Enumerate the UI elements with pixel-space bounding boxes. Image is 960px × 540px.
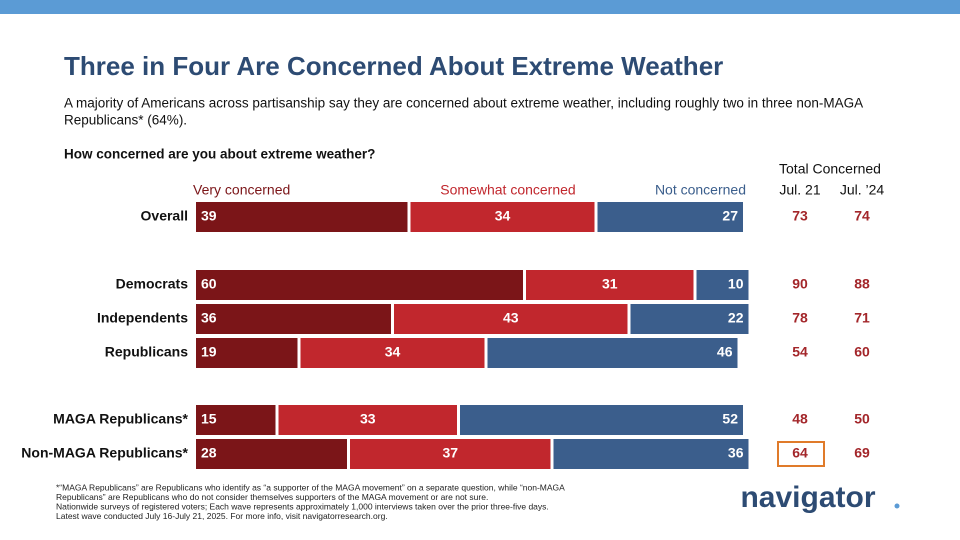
logo: navigator xyxy=(740,481,875,514)
bar-segment xyxy=(597,202,743,232)
category-label: Republicans xyxy=(105,344,188,360)
value-label: 34 xyxy=(495,208,511,224)
column-header: Jul. 21 xyxy=(779,182,820,198)
bar-segment xyxy=(630,304,749,334)
legend-label: Not concerned xyxy=(655,182,746,198)
bar-segment xyxy=(196,405,276,435)
bar-segment xyxy=(278,405,457,435)
bar-segment xyxy=(196,304,391,334)
value-label: 10 xyxy=(728,276,744,292)
bar-segment xyxy=(394,304,628,334)
value-label: 33 xyxy=(360,411,376,427)
logo-dot xyxy=(894,503,900,509)
value-label: 19 xyxy=(201,344,217,360)
total-value: 69 xyxy=(854,445,870,461)
bar-segment xyxy=(460,405,743,435)
total-value: 90 xyxy=(792,276,808,292)
value-label: 52 xyxy=(722,411,738,427)
value-label: 15 xyxy=(201,411,217,427)
value-label: 39 xyxy=(201,208,217,224)
total-value: 74 xyxy=(854,208,870,224)
legend-label: Somewhat concerned xyxy=(440,182,575,198)
total-value: 50 xyxy=(854,411,870,427)
value-label: 36 xyxy=(728,445,744,461)
total-value: 88 xyxy=(854,276,870,292)
value-label: 27 xyxy=(722,208,738,224)
value-label: 28 xyxy=(201,445,217,461)
legend-label: Very concerned xyxy=(193,182,290,198)
total-value: 71 xyxy=(854,310,870,326)
column-header: Jul. ’24 xyxy=(840,182,885,198)
chart-title: Three in Four Are Concerned About Extrem… xyxy=(64,51,723,81)
top-band xyxy=(0,0,960,14)
bar-segment xyxy=(350,439,551,469)
bar-segment xyxy=(487,338,738,368)
footnote: *“MAGA Republicans” are Republicans who … xyxy=(56,482,565,492)
category-label: Non-MAGA Republicans* xyxy=(21,445,188,461)
value-label: 34 xyxy=(385,344,401,360)
value-label: 60 xyxy=(201,276,217,292)
total-value: 73 xyxy=(792,208,808,224)
value-label: 22 xyxy=(728,310,744,326)
bar-segment xyxy=(696,270,749,300)
total-value: 60 xyxy=(854,344,870,360)
value-label: 36 xyxy=(201,310,217,326)
subtitle: Republicans* (64%). xyxy=(64,113,187,128)
bar-segment xyxy=(196,202,408,232)
footnote: Nationwide surveys of registered voters;… xyxy=(56,501,549,511)
bar-segment xyxy=(410,202,595,232)
category-label: Independents xyxy=(97,310,188,326)
footnote: Latest wave conducted July 16-July 21, 2… xyxy=(56,511,388,521)
value-label: 46 xyxy=(717,344,733,360)
category-label: Democrats xyxy=(116,276,189,292)
total-value: 48 xyxy=(792,411,808,427)
subtitle: A majority of Americans across partisans… xyxy=(64,96,863,111)
total-value: 78 xyxy=(792,310,808,326)
question: How concerned are you about extreme weat… xyxy=(64,147,375,162)
total-header: Total Concerned xyxy=(779,161,881,177)
category-label: Overall xyxy=(141,208,188,224)
bar-segment xyxy=(196,270,523,300)
category-label: MAGA Republicans* xyxy=(53,411,188,427)
value-label: 31 xyxy=(602,276,618,292)
bar-segment xyxy=(526,270,694,300)
value-label: 43 xyxy=(503,310,519,326)
footnote: Republicans” are Republicans who do not … xyxy=(56,492,488,502)
total-value: 64 xyxy=(792,445,808,461)
value-label: 37 xyxy=(442,445,458,461)
total-value: 54 xyxy=(792,344,808,360)
bar-segment xyxy=(196,338,298,368)
bar-segment xyxy=(300,338,485,368)
bar-segment xyxy=(196,439,347,469)
highlight-box xyxy=(777,441,825,467)
bar-segment xyxy=(553,439,749,469)
